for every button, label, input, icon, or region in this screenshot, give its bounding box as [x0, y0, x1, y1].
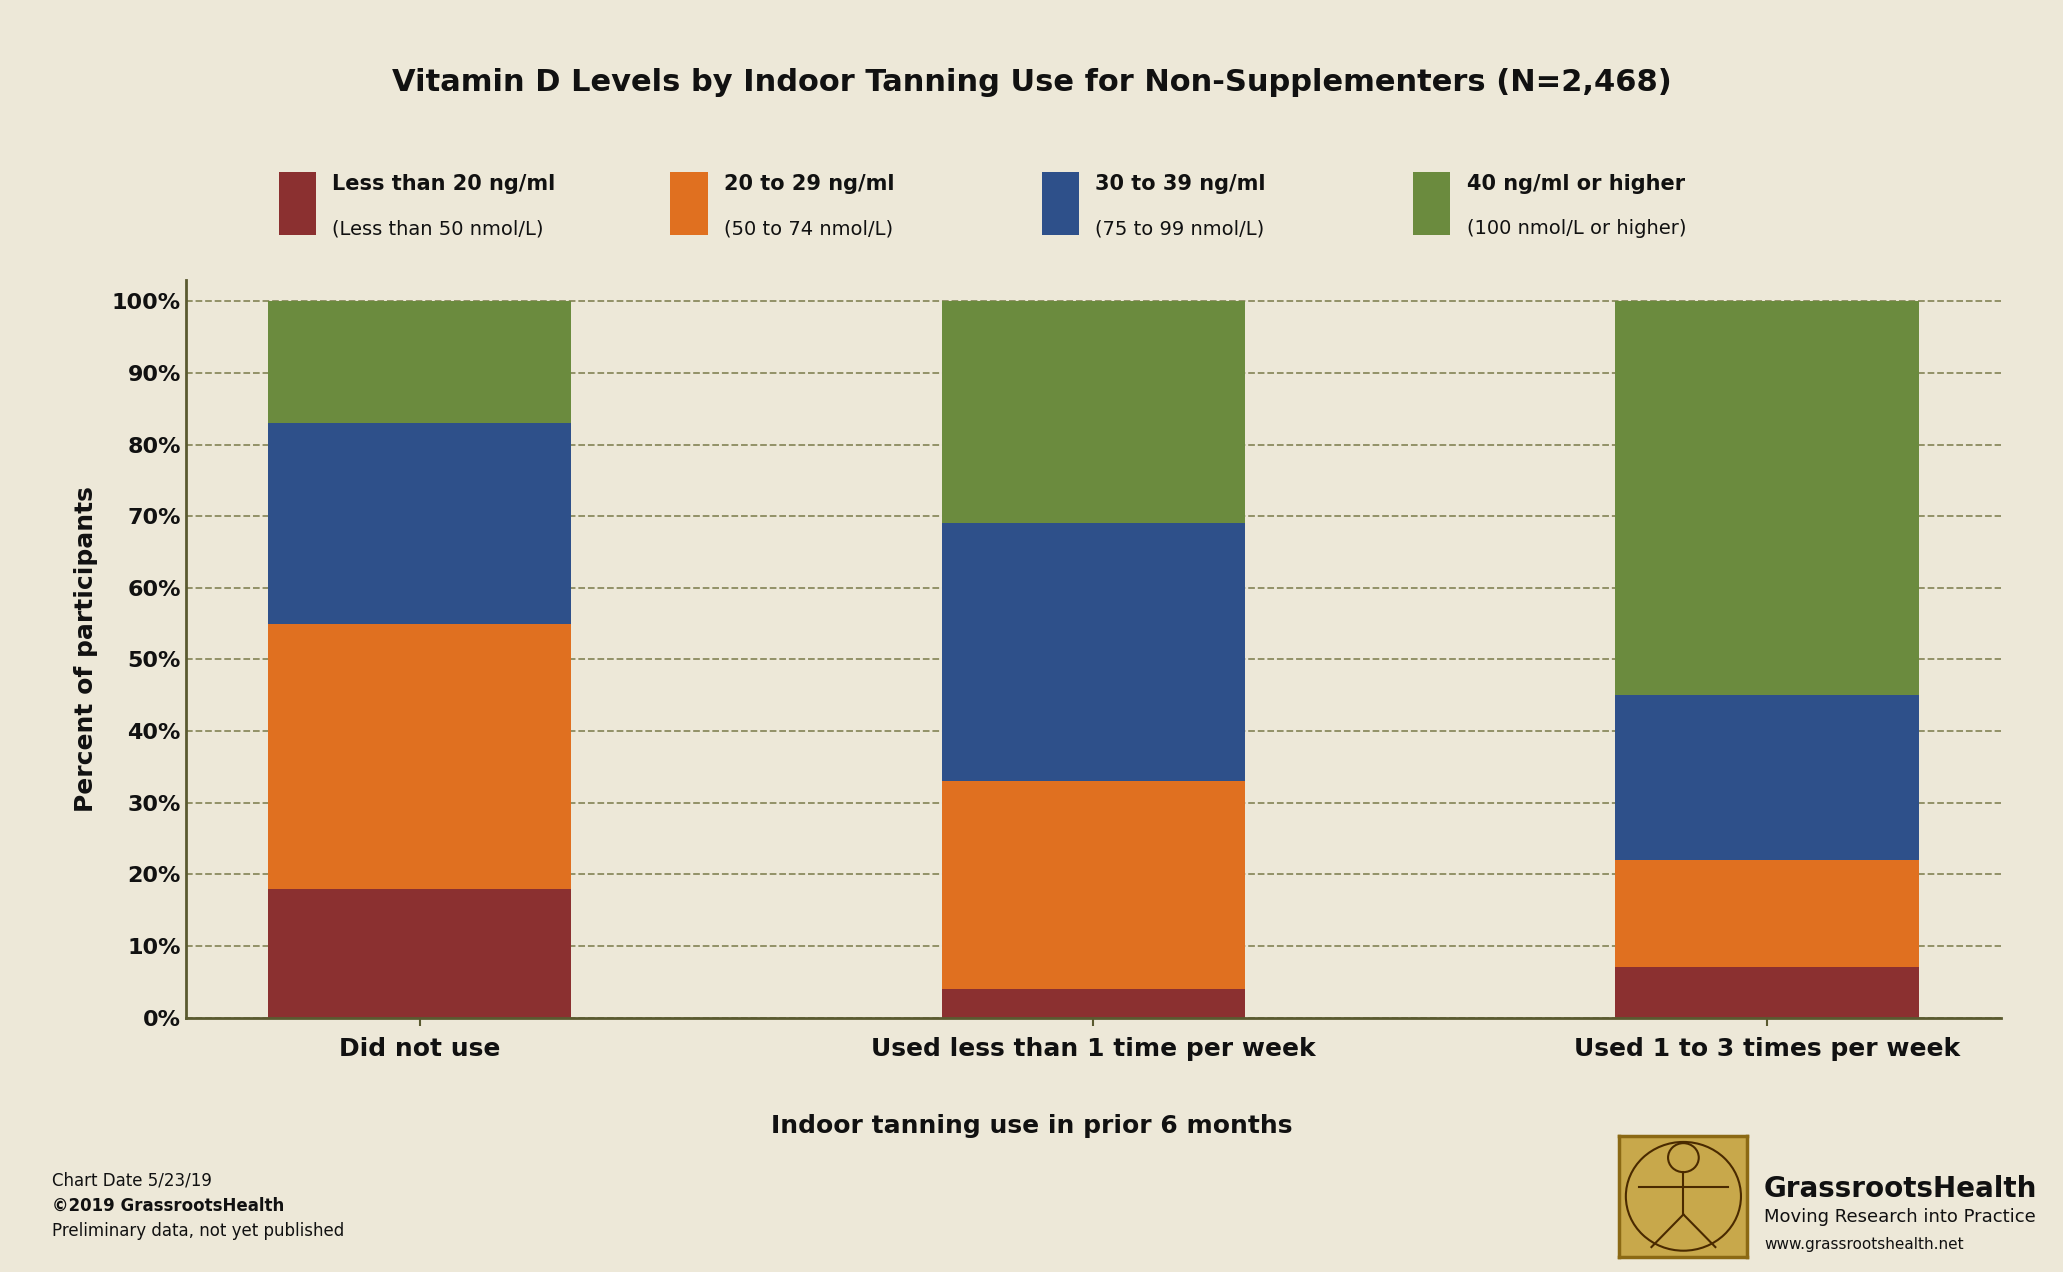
Text: 30 to 39 ng/ml: 30 to 39 ng/ml	[1095, 174, 1267, 195]
Text: (50 to 74 nmol/L): (50 to 74 nmol/L)	[724, 220, 893, 238]
Text: (100 nmol/L or higher): (100 nmol/L or higher)	[1467, 220, 1685, 238]
Bar	[268, 301, 571, 424]
Text: (75 to 99 nmol/L): (75 to 99 nmol/L)	[1095, 220, 1265, 238]
Text: Chart Date 5/23/19: Chart Date 5/23/19	[52, 1172, 210, 1189]
Text: (Less than 50 nmol/L): (Less than 50 nmol/L)	[332, 220, 545, 238]
Y-axis label: Percent of participants: Percent of participants	[74, 486, 97, 812]
Text: Indoor tanning use in prior 6 months: Indoor tanning use in prior 6 months	[772, 1114, 1291, 1137]
Bar	[1615, 301, 1919, 696]
Text: www.grassrootshealth.net: www.grassrootshealth.net	[1764, 1236, 1964, 1252]
Text: Vitamin D Levels by Indoor Tanning Use for Non-Supplementers (N=2,468): Vitamin D Levels by Indoor Tanning Use f…	[392, 69, 1671, 97]
Bar	[943, 988, 1244, 1018]
Text: 40 ng/ml or higher: 40 ng/ml or higher	[1467, 174, 1685, 195]
Text: ©2019 GrassrootsHealth: ©2019 GrassrootsHealth	[52, 1197, 285, 1215]
Bar	[943, 301, 1244, 523]
Bar	[943, 781, 1244, 988]
Bar	[268, 889, 571, 1018]
Bar	[943, 523, 1244, 781]
Text: Less than 20 ng/ml: Less than 20 ng/ml	[332, 174, 555, 195]
Bar	[1615, 696, 1919, 860]
Bar	[1615, 860, 1919, 968]
Bar	[268, 623, 571, 889]
Text: 20 to 29 ng/ml: 20 to 29 ng/ml	[724, 174, 895, 195]
Text: Moving Research into Practice: Moving Research into Practice	[1764, 1208, 2036, 1226]
Text: Preliminary data, not yet published: Preliminary data, not yet published	[52, 1222, 345, 1240]
Bar	[268, 424, 571, 623]
Text: GrassrootsHealth: GrassrootsHealth	[1764, 1175, 2038, 1203]
Bar	[1615, 968, 1919, 1018]
